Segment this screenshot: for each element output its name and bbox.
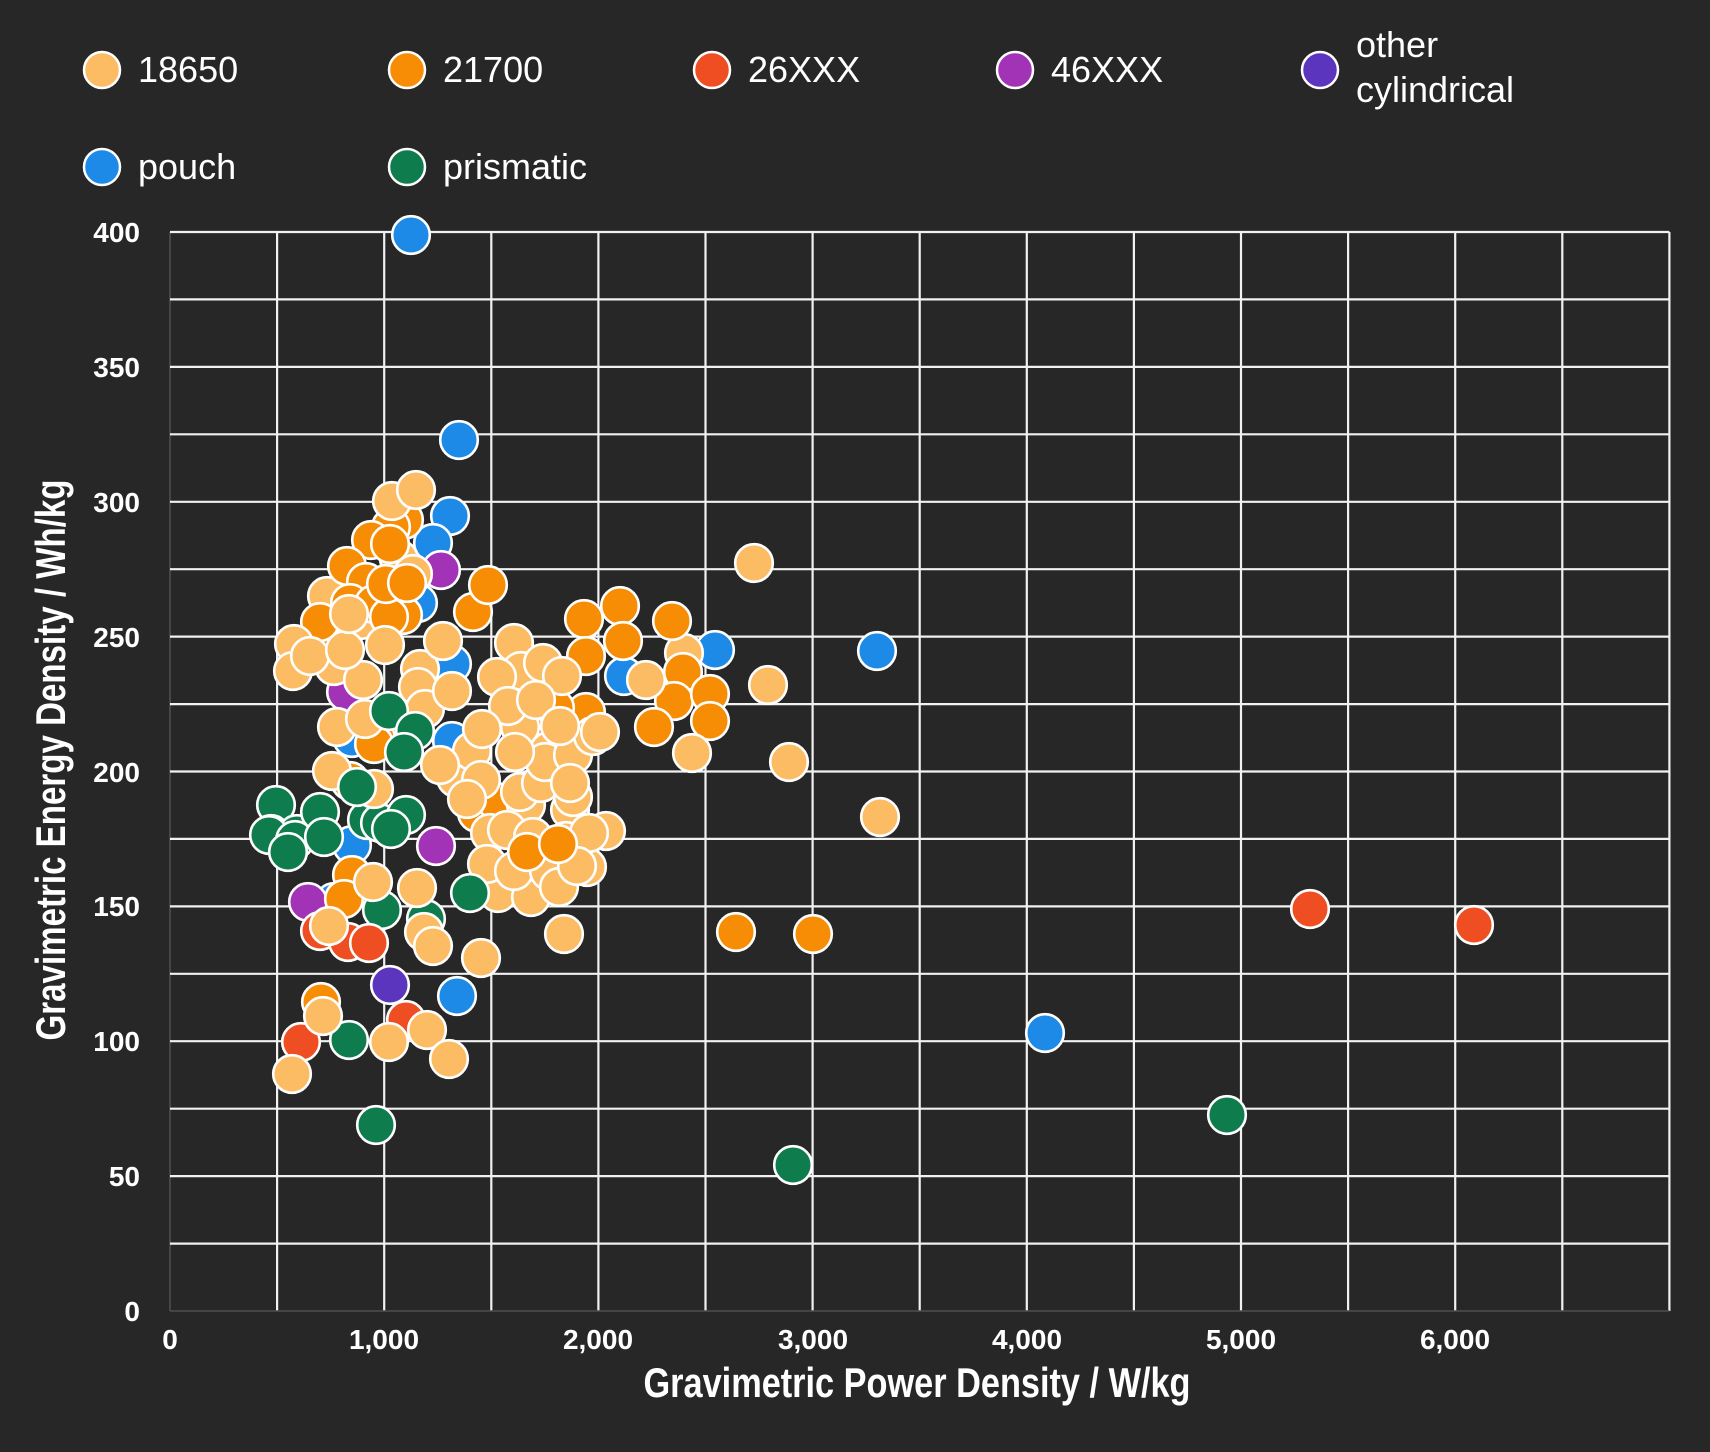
svg-text:other: other: [1356, 24, 1438, 65]
svg-text:0: 0: [124, 1296, 140, 1327]
svg-text:18650: 18650: [138, 49, 238, 90]
svg-text:pouch: pouch: [138, 146, 236, 187]
svg-text:100: 100: [93, 1026, 140, 1057]
svg-text:250: 250: [93, 622, 140, 653]
svg-text:Gravimetric Power Density / W/: Gravimetric Power Density / W/kg: [644, 1359, 1191, 1406]
svg-text:prismatic: prismatic: [443, 146, 587, 187]
svg-text:400: 400: [93, 217, 140, 248]
svg-text:50: 50: [109, 1161, 140, 1192]
svg-text:2,000: 2,000: [563, 1324, 633, 1355]
svg-text:0: 0: [162, 1324, 178, 1355]
svg-text:5,000: 5,000: [1206, 1324, 1276, 1355]
svg-text:200: 200: [93, 757, 140, 788]
svg-text:21700: 21700: [443, 49, 543, 90]
svg-text:4,000: 4,000: [992, 1324, 1062, 1355]
svg-text:150: 150: [93, 891, 140, 922]
svg-text:6,000: 6,000: [1420, 1324, 1490, 1355]
svg-text:1,000: 1,000: [349, 1324, 419, 1355]
svg-text:350: 350: [93, 352, 140, 383]
svg-text:3,000: 3,000: [778, 1324, 848, 1355]
svg-text:300: 300: [93, 487, 140, 518]
svg-text:cylindrical: cylindrical: [1356, 69, 1514, 110]
svg-text:46XXX: 46XXX: [1051, 49, 1163, 90]
svg-text:26XXX: 26XXX: [748, 49, 860, 90]
svg-text:Gravimetric Energy Density / W: Gravimetric Energy Density / Wh/kg: [27, 480, 74, 1041]
